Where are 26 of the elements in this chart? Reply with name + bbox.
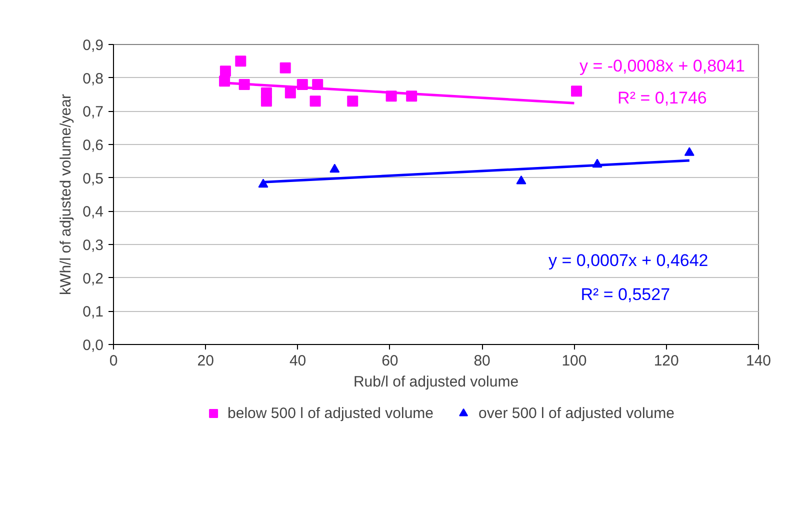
legend-label: below 500 l of adjusted volume xyxy=(228,404,434,422)
y-tick-label: 0,8 xyxy=(82,70,104,88)
y-tick-label: 0,6 xyxy=(82,137,104,154)
y-axis-title: kWh/l of adjusted volume/year xyxy=(58,94,75,295)
x-tick-label: 80 xyxy=(474,352,490,370)
x-tick-label: 120 xyxy=(654,352,679,370)
annotation: R² = 0,1746 xyxy=(618,88,707,108)
y-tick-label: 0,4 xyxy=(82,204,104,221)
y-tick-label: 0,3 xyxy=(82,237,104,254)
y-tick-label: 0,7 xyxy=(82,104,104,121)
x-tick-label: 0 xyxy=(109,352,118,370)
y-tick-label: 0,9 xyxy=(82,37,104,54)
x-axis-title: Rub/l of adjusted volume xyxy=(353,374,519,390)
x-tick-label: 40 xyxy=(289,352,306,370)
x-tick-label: 100 xyxy=(562,352,587,370)
y-tick-label: 0,0 xyxy=(82,337,104,354)
x-tick-label: 60 xyxy=(382,352,398,370)
annotation: y = 0,0007x + 0,4642 xyxy=(548,251,708,270)
y-tick-label: 0,2 xyxy=(82,270,104,288)
x-tick-label: 20 xyxy=(197,352,214,370)
y-tick-label: 0,5 xyxy=(82,170,104,188)
annotation: R² = 0,5527 xyxy=(580,285,670,304)
y-tick-label: 0,1 xyxy=(82,304,104,321)
legend-label: over 500 l of adjusted volume xyxy=(478,404,674,422)
x-tick-label: 140 xyxy=(746,352,772,370)
annotation: y = -0,0008x + 0,8041 xyxy=(580,56,745,76)
